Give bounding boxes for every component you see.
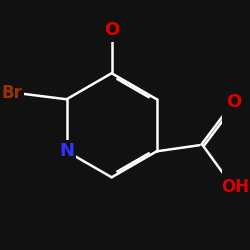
Text: N: N — [59, 142, 74, 160]
Text: Br: Br — [1, 84, 22, 102]
Text: O: O — [226, 93, 241, 111]
Text: O: O — [104, 22, 119, 40]
Text: OH: OH — [221, 178, 249, 196]
